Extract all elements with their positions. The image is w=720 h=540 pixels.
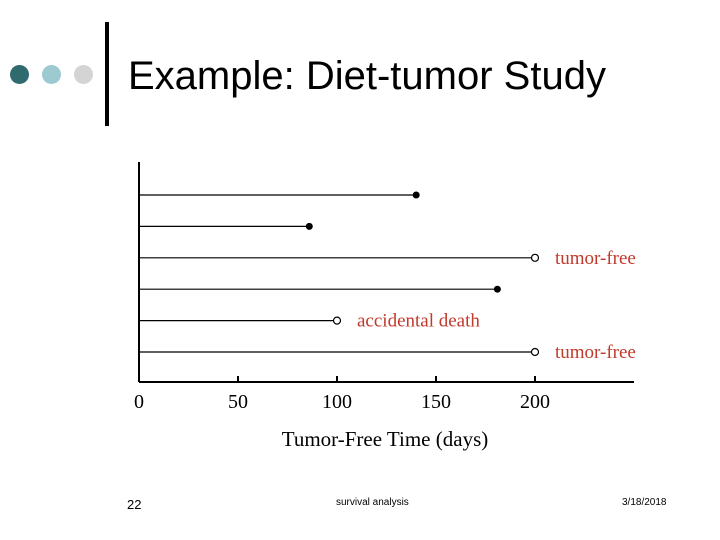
x-tick-label: 50 <box>228 391 248 413</box>
censored-marker <box>530 253 540 262</box>
event-marker <box>493 285 501 293</box>
decorative-dots <box>10 65 100 85</box>
x-tick-label: 0 <box>134 391 144 413</box>
subject-annotation: accidental death <box>357 311 480 332</box>
footer-date: 3/18/2018 <box>622 497 667 508</box>
x-tick-label: 150 <box>421 391 451 413</box>
dot-grey-icon <box>74 65 93 84</box>
event-marker <box>305 222 313 230</box>
x-tick-label: 200 <box>520 391 550 413</box>
dot-dark-icon <box>10 65 29 84</box>
slide-number: 22 <box>127 497 142 512</box>
subject-annotation: tumor-free <box>555 248 636 269</box>
censored-marker <box>332 316 342 325</box>
subject-annotation: tumor-free <box>555 342 636 363</box>
censored-marker <box>530 347 540 357</box>
title-divider <box>105 22 109 126</box>
footer-title: survival analysis <box>336 497 409 508</box>
page-title: Example: Diet-tumor Study <box>128 54 606 98</box>
x-axis-label: Tumor-Free Time (days) <box>282 427 488 451</box>
x-tick-label: 100 <box>322 391 352 413</box>
survival-chart: tumor-free accidental death tumor-free 0 50… <box>134 162 636 451</box>
dot-light-icon <box>42 65 61 84</box>
event-marker <box>412 191 420 199</box>
